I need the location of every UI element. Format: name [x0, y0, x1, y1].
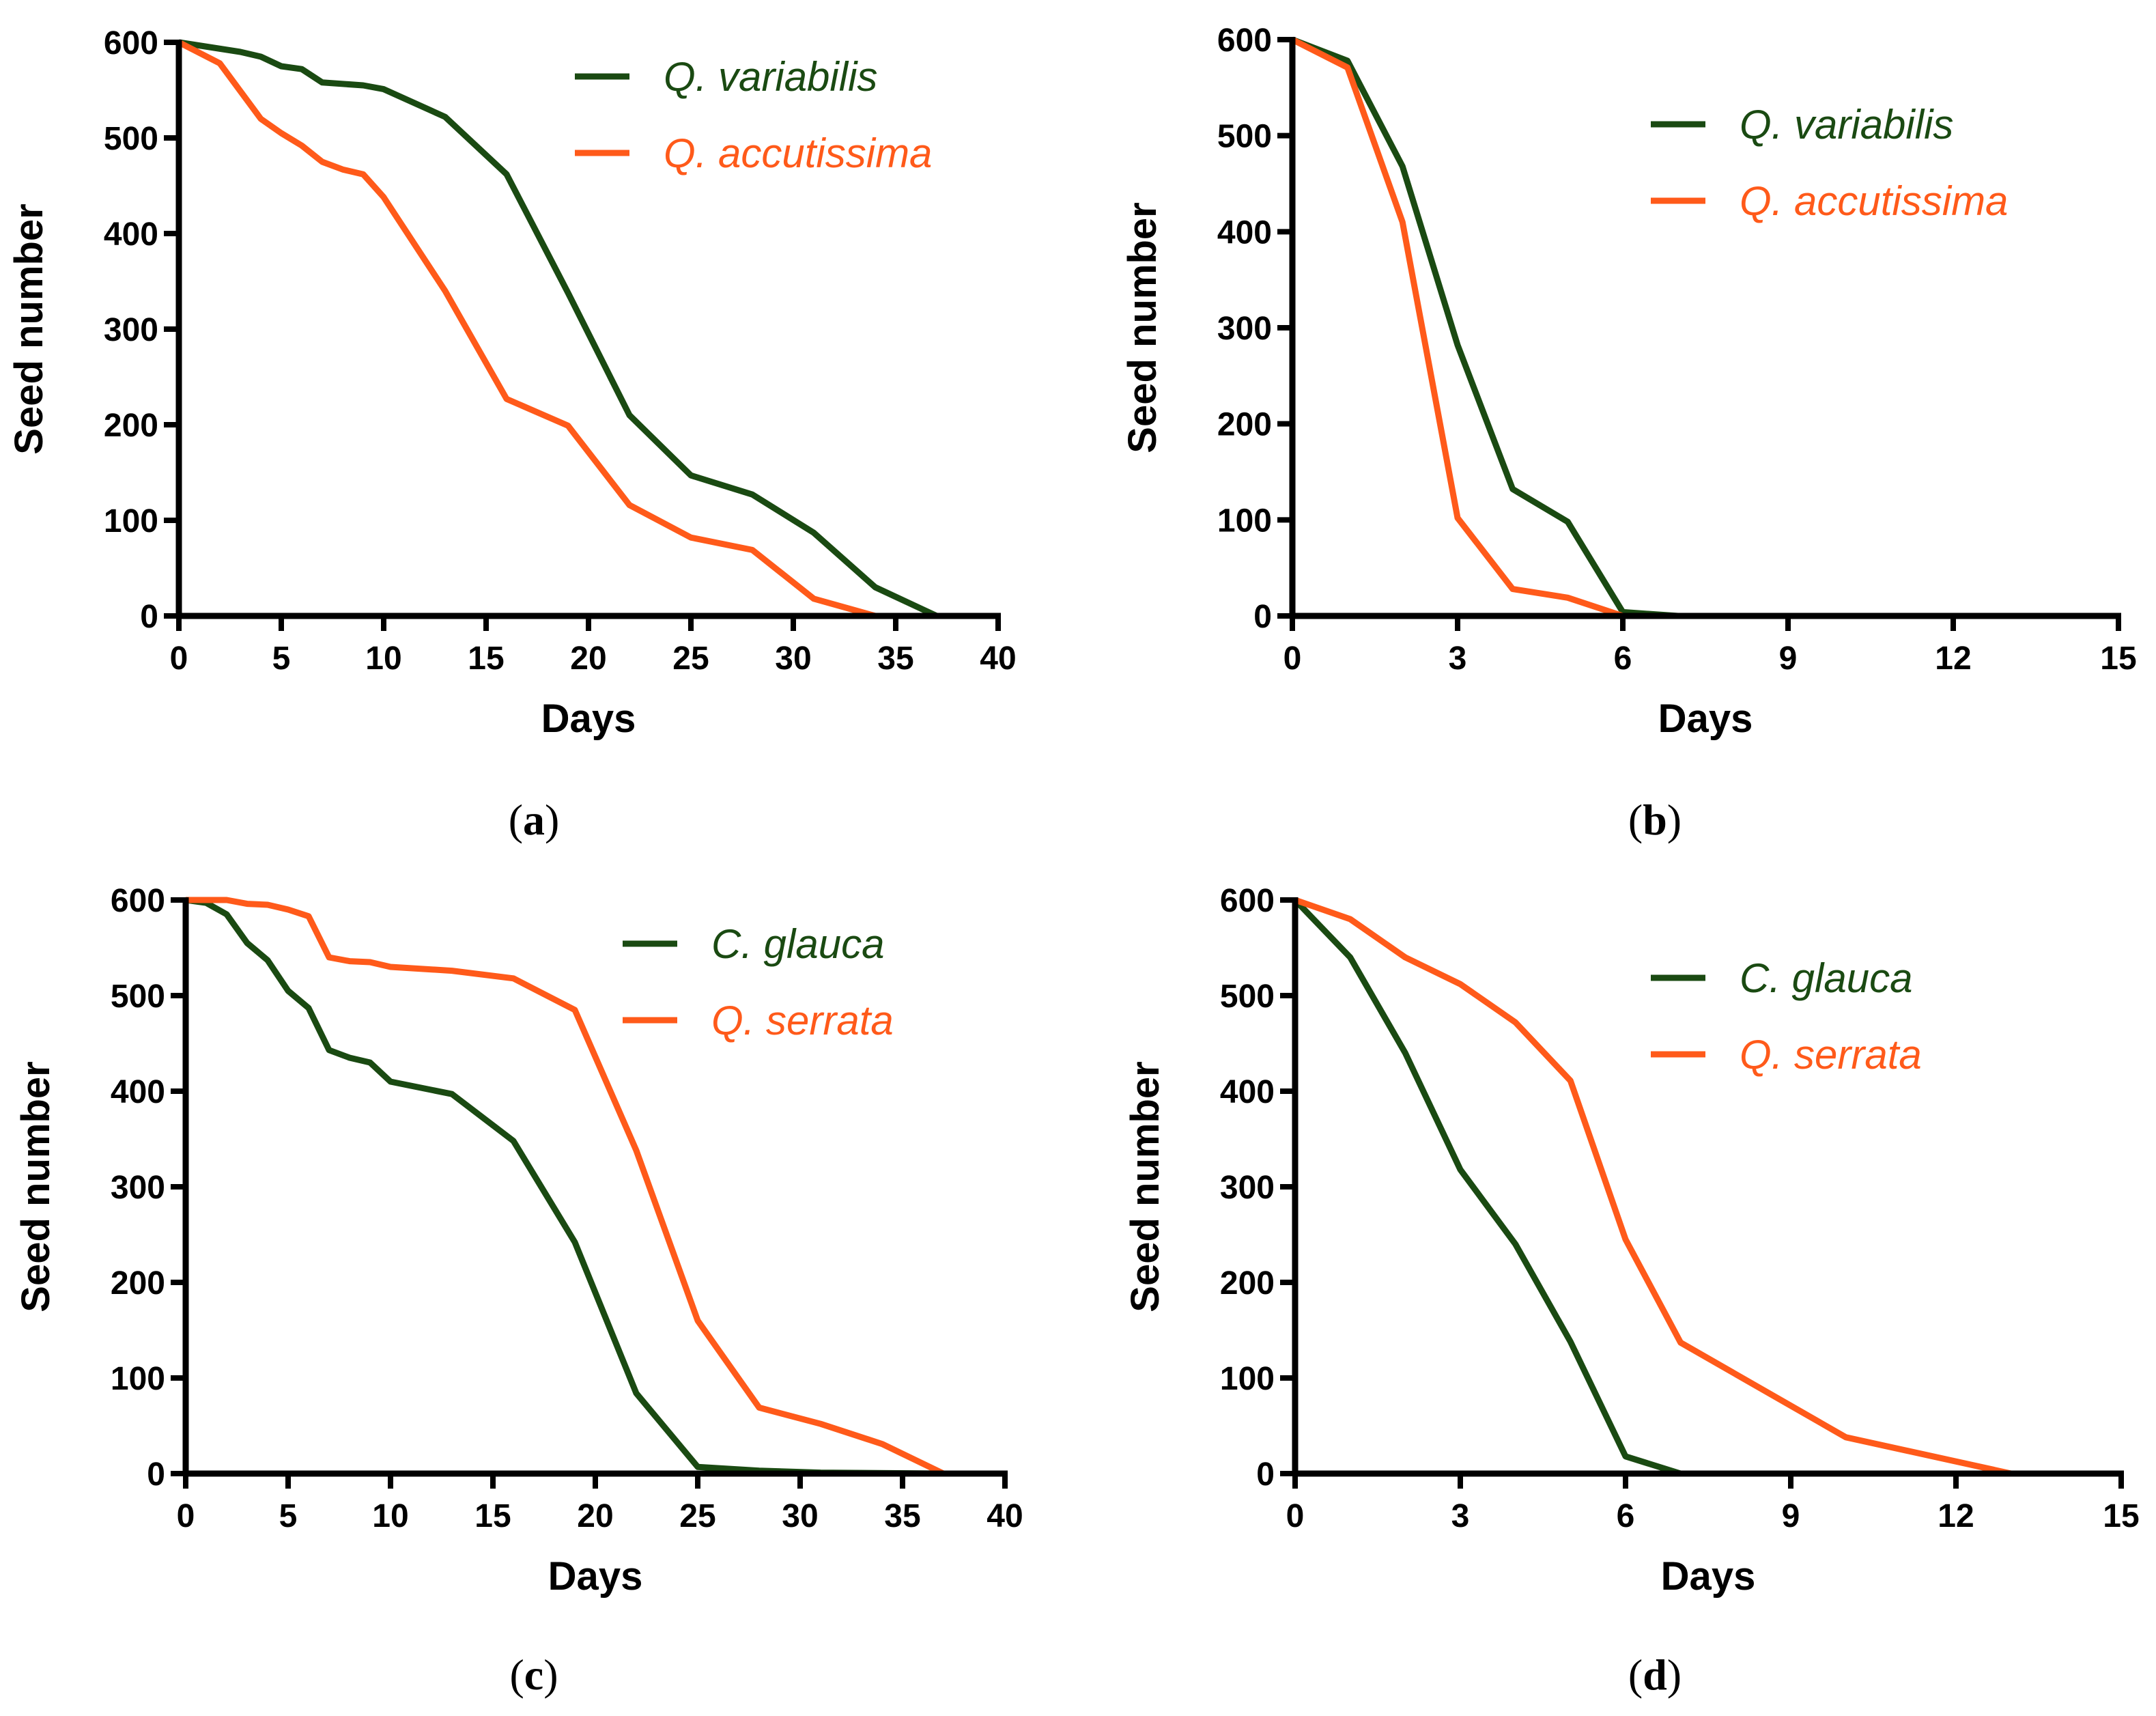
- panel-c-series-green-line: [185, 897, 944, 1477]
- panel-b-y-tick-label: 300: [1217, 311, 1272, 347]
- panel-c-x-tick-label: 0: [177, 1498, 195, 1534]
- panel-a-y-tick-label: 200: [104, 408, 158, 444]
- panel-a-series-orange-line: [177, 39, 937, 619]
- panel-c-y-tick-label: 100: [111, 1361, 165, 1397]
- panel-b-series-orange-line: [1290, 36, 1678, 619]
- panel-b-label: (b): [1628, 796, 1682, 844]
- panel-a-x-tick-label: 0: [170, 641, 188, 677]
- panel-c-x-tick-label: 40: [987, 1498, 1023, 1534]
- panel-b-x-tick-label: 12: [1935, 641, 1971, 677]
- panel-a-series-green-line: [178, 39, 938, 619]
- panel-a-label: (a): [509, 796, 560, 844]
- panel-c-label: (c): [509, 1650, 558, 1699]
- panel-c-y-axis-title: Seed number: [14, 1061, 58, 1312]
- panel-c-legend-label: C. glauca: [711, 921, 884, 967]
- panel-b-x-tick-label: 6: [1614, 641, 1632, 677]
- panel-a-x-tick-label: 30: [775, 641, 811, 677]
- panel-a-x-axis-title: Days: [541, 697, 636, 741]
- panel-d-x-tick-label: 15: [2103, 1498, 2139, 1534]
- panel-a-y-tick-label: 400: [104, 216, 158, 253]
- panel-d-series-orange-line: [1294, 897, 2012, 1477]
- panel-b-y-tick-label: 100: [1217, 503, 1272, 539]
- panel-c-x-tick-label: 35: [884, 1498, 920, 1534]
- panel-c-legend-label: Q. serrata: [711, 998, 894, 1043]
- panel-d-y-axis-title: Seed number: [1123, 1061, 1167, 1312]
- panel-c-series-orange-line: [186, 897, 945, 1477]
- panel-a-x-tick-label: 10: [365, 641, 401, 677]
- panel-b-x-tick-label: 15: [2100, 641, 2136, 677]
- panel-d-y-tick-label: 200: [1220, 1265, 1275, 1302]
- panel-a-y-tick-label: 0: [140, 599, 158, 635]
- panel-b-x-tick-label: 3: [1449, 641, 1467, 677]
- panel-a-x-tick-label: 15: [468, 641, 504, 677]
- panel-a-x-tick-label: 5: [272, 641, 291, 677]
- panel-d-legend-label: Q. serrata: [1740, 1032, 1922, 1078]
- panel-d-y-tick-label: 300: [1220, 1170, 1275, 1206]
- panel-c-y-tick-label: 0: [147, 1457, 165, 1493]
- panel-d-y-tick-label: 500: [1220, 979, 1275, 1015]
- panel-c-x-tick-label: 5: [279, 1498, 298, 1534]
- panel-b-y-tick-label: 600: [1217, 23, 1272, 59]
- panel-d-y-tick-label: 100: [1220, 1361, 1275, 1397]
- panel-b-y-tick-label: 400: [1217, 214, 1272, 251]
- panel-c-x-tick-label: 30: [782, 1498, 818, 1534]
- panel-b-y-tick-label: 500: [1217, 119, 1272, 155]
- panel-d-y-tick-label: 400: [1220, 1074, 1275, 1110]
- panel-d: 0 100 200 300 400 500 600 0 3 6 9 12 15 Days Seed numb…: [1123, 883, 2140, 1699]
- panel-b-x-tick-label: 9: [1779, 641, 1798, 677]
- panel-d-x-tick-label: 12: [1938, 1498, 1974, 1534]
- panel-b: 0 100 200 300 400 500 600 0 3 6 9 12 15 Days Seed numb…: [1120, 23, 2137, 844]
- panel-b-y-axis-title: Seed number: [1120, 202, 1165, 453]
- panel-b-x-axis-title: Days: [1658, 697, 1753, 741]
- panel-a-legend-label: Q. accutissima: [664, 130, 932, 176]
- panel-c-y-tick-label: 400: [111, 1074, 165, 1110]
- panel-b-x-tick-label: 0: [1283, 641, 1302, 677]
- panel-c-y-tick-label: 300: [111, 1170, 165, 1206]
- panel-a-x-tick-label: 40: [980, 641, 1016, 677]
- panel-c-y-tick-label: 200: [111, 1265, 165, 1302]
- panel-a-y-tick-label: 300: [104, 312, 158, 348]
- panel-b-y-tick-label: 0: [1253, 599, 1272, 635]
- panel-a-x-tick-label: 35: [877, 641, 913, 677]
- panel-c: 0 100 200 300 400 500 600 0 5 10 15 20 25 30 35 40 Days S…: [14, 883, 1023, 1699]
- panel-a-y-tick-label: 100: [104, 503, 158, 539]
- panel-c-x-tick-label: 15: [474, 1498, 511, 1534]
- panel-d-x-tick-label: 6: [1617, 1498, 1635, 1534]
- panel-a: 0 100 200 300 400 500 600 0 5 10 15 20 25 30 35 40 Days S…: [7, 25, 1017, 844]
- panel-d-label: (d): [1628, 1650, 1682, 1699]
- panel-c-x-tick-label: 20: [577, 1498, 613, 1534]
- panel-d-x-tick-label: 3: [1451, 1498, 1470, 1534]
- panel-d-legend-label: C. glauca: [1740, 955, 1912, 1001]
- panel-d-y-tick-label: 0: [1256, 1457, 1275, 1493]
- panel-a-y-tick-label: 500: [104, 121, 158, 157]
- panel-c-x-tick-label: 25: [679, 1498, 715, 1534]
- panel-c-y-tick-label: 600: [111, 883, 165, 919]
- panel-c-x-tick-label: 10: [372, 1498, 408, 1534]
- panel-b-legend-label: Q. variabilis: [1740, 102, 1953, 147]
- panel-d-y-tick-label: 600: [1220, 883, 1275, 919]
- panel-d-series-green-line: [1292, 897, 2011, 1477]
- panel-b-legend-label: Q. accutissima: [1740, 178, 2008, 224]
- panel-d-x-tick-label: 9: [1782, 1498, 1800, 1534]
- panel-a-y-axis-title: Seed number: [7, 203, 51, 454]
- panel-c-x-axis-title: Days: [548, 1554, 643, 1599]
- panel-a-x-tick-label: 20: [570, 641, 606, 677]
- panel-a-y-tick-label: 600: [104, 25, 158, 61]
- panel-d-x-axis-title: Days: [1661, 1554, 1756, 1599]
- panel-d-x-tick-label: 0: [1286, 1498, 1305, 1534]
- panel-a-legend-label: Q. variabilis: [664, 54, 877, 100]
- panel-a-x-tick-label: 25: [672, 641, 709, 677]
- panel-c-y-tick-label: 500: [111, 979, 165, 1015]
- panel-b-y-tick-label: 200: [1217, 407, 1272, 443]
